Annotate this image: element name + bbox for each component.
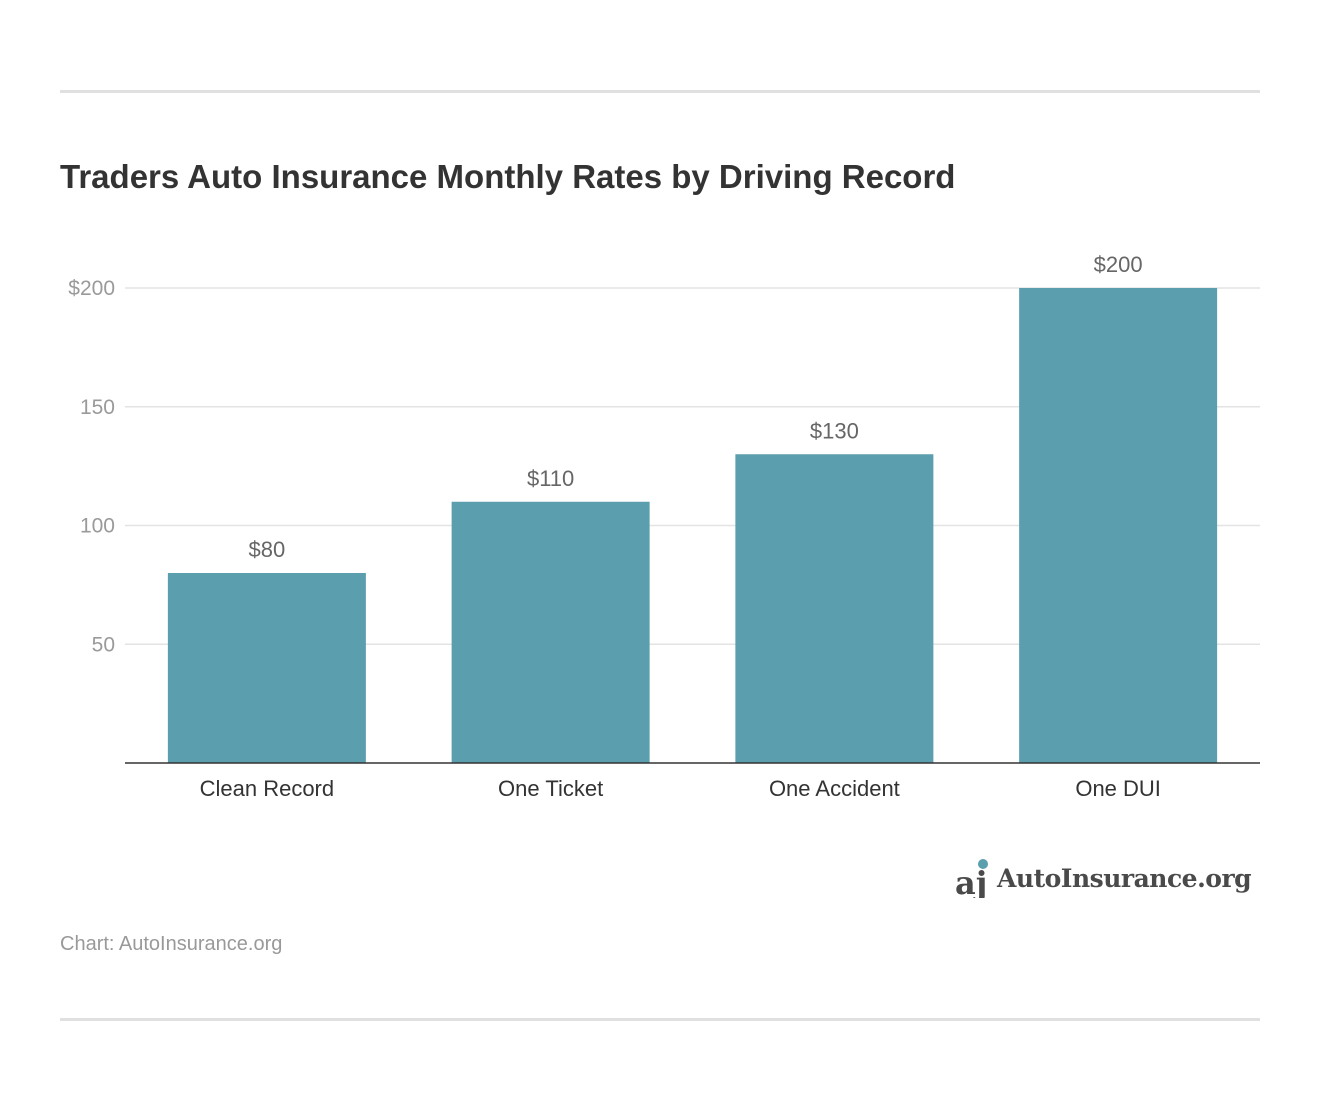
bar-chart: 50 100 150 $200 $80 Clean Record $110 One Ticke…: [68, 252, 1260, 801]
logo-text: AutoInsurance.org: [997, 863, 1252, 893]
bottom-divider: [60, 1018, 1260, 1021]
chart-title: Traders Auto Insurance Monthly Rates by …: [60, 158, 956, 195]
top-divider: [60, 90, 1260, 93]
y-tick-label: $200: [68, 277, 115, 300]
data-label: $130: [810, 418, 859, 443]
logo-mark-icon: aj: [955, 859, 988, 898]
x-tick-label: One Accident: [769, 776, 900, 801]
bar: [167, 573, 366, 763]
x-tick-label: One DUI: [1075, 776, 1161, 801]
x-tick-label: One Ticket: [498, 776, 603, 801]
y-tick-label: 150: [80, 396, 115, 419]
chart-source: Chart: AutoInsurance.org: [60, 933, 283, 955]
x-tick-label: Clean Record: [200, 776, 335, 801]
bar: [1019, 288, 1218, 763]
data-label: $80: [249, 537, 286, 562]
y-tick-label: 100: [80, 515, 115, 538]
svg-text:aj: aj: [955, 864, 987, 898]
y-tick-label: 50: [92, 633, 115, 656]
bar: [451, 501, 650, 763]
data-label: $200: [1094, 252, 1143, 277]
logo: aj AutoInsurance.org: [955, 858, 1252, 898]
data-label: $110: [527, 466, 574, 491]
bar: [735, 454, 934, 763]
